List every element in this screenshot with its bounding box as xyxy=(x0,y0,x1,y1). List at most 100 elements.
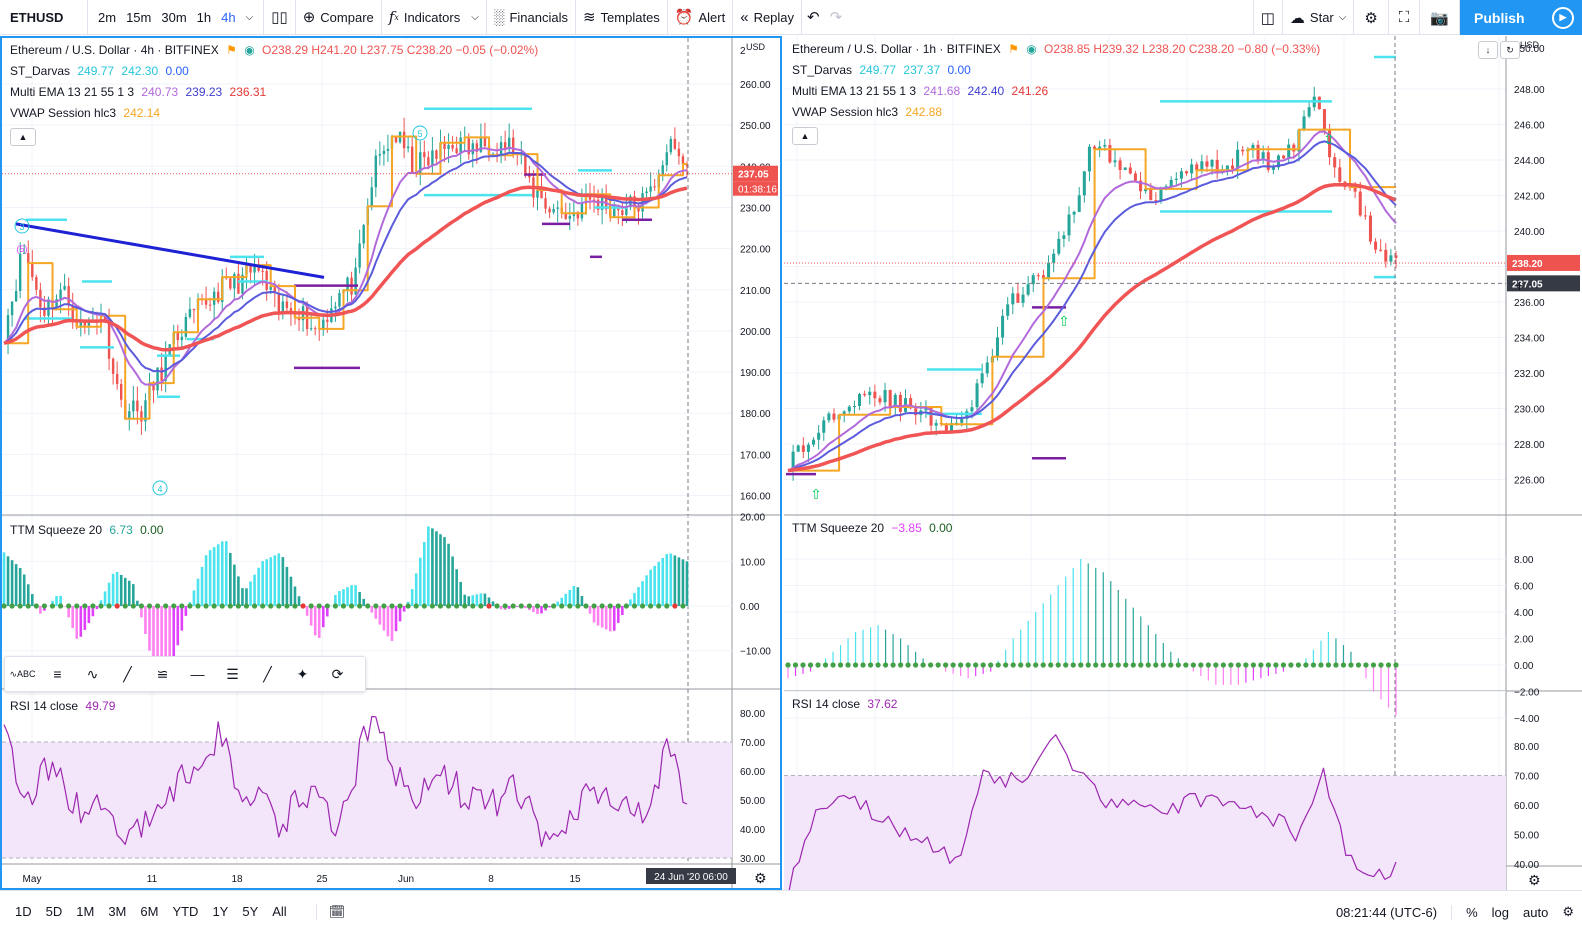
ttm-tick-label: −4.00 xyxy=(1514,714,1540,725)
squeeze-dot xyxy=(1018,662,1024,668)
pattern-icon[interactable]: ✦ xyxy=(296,665,309,682)
right-rsi-legend[interactable]: RSI 14 close 37.62 xyxy=(792,694,901,715)
left-rsi-legend[interactable]: RSI 14 close 49.79 xyxy=(10,696,119,717)
right-vwap-legend[interactable]: VWAP Session hlc3 242.88 xyxy=(792,102,1324,123)
alert-button[interactable]: ⏰ Alert xyxy=(668,0,734,35)
candle-body xyxy=(18,253,22,291)
redo-button[interactable]: ↷ xyxy=(825,0,848,35)
star-button[interactable]: ☁ Star ⌵ xyxy=(1283,0,1355,35)
left-chart[interactable]: 260.00250.00240.00230.00220.00210.00200.… xyxy=(0,36,782,890)
candle-body xyxy=(136,400,139,412)
fib-icon[interactable]: ≌ xyxy=(156,665,169,682)
clock-time[interactable]: 08:21:44 (UTC-6) xyxy=(1335,904,1438,920)
squeeze-dot xyxy=(429,603,435,609)
undo-button[interactable]: ↶ xyxy=(802,0,825,35)
log-toggle[interactable]: log xyxy=(1491,904,1510,920)
price-tick-label: 234.00 xyxy=(1514,334,1545,345)
squeeze-dot xyxy=(800,662,806,668)
right-ttm-legend[interactable]: TTM Squeeze 20 −3.85 0.00 xyxy=(792,518,956,539)
chart-style-button[interactable]: ▯▯ xyxy=(264,0,296,35)
candle-body xyxy=(180,336,184,341)
range-1m[interactable]: 1M xyxy=(76,903,95,919)
wave-icon[interactable]: ∿ xyxy=(86,665,99,682)
candle-body xyxy=(1169,179,1173,187)
range-5d[interactable]: 5D xyxy=(45,903,63,919)
snapshot-button[interactable]: 📷 xyxy=(1420,0,1460,35)
time-tick-label: 8 xyxy=(488,874,494,885)
right-chart-canvas[interactable]: 248.00246.00244.00242.00240.00238.00236.… xyxy=(784,36,1582,890)
elliott-wave-icon[interactable]: ∿ABC xyxy=(9,668,36,679)
flag-icon[interactable]: ⚑ xyxy=(1008,42,1019,56)
candle-body xyxy=(944,424,948,432)
flag-icon[interactable]: ⚑ xyxy=(226,43,237,57)
candle-body xyxy=(1006,304,1010,316)
left-chart-canvas[interactable]: 260.00250.00240.00230.00220.00210.00200.… xyxy=(2,38,780,888)
spiral-icon[interactable]: ⟳ xyxy=(331,665,344,682)
ray-icon[interactable]: ╱ xyxy=(263,665,272,682)
right-darvas-legend[interactable]: ST_Darvas 249.77 237.37 0.00 xyxy=(792,60,1324,81)
fullscreen-button[interactable]: ⛶ xyxy=(1389,0,1421,35)
left-vwap-legend[interactable]: VWAP Session hlc3 242.14 xyxy=(10,103,542,124)
measure-icon[interactable]: ☰ xyxy=(226,665,239,682)
layout-button[interactable]: ◫ xyxy=(1252,0,1283,35)
candle-body xyxy=(475,143,479,152)
ttm-tick-label: −10.00 xyxy=(740,647,771,658)
auto-toggle[interactable]: auto xyxy=(1523,904,1549,920)
scroll-down-icon[interactable]: ↓ xyxy=(1478,41,1498,59)
candle-body xyxy=(103,315,107,320)
interval-30m[interactable]: 30m xyxy=(161,9,187,25)
range-5y[interactable]: 5Y xyxy=(242,903,259,919)
range-1d[interactable]: 1D xyxy=(15,903,32,919)
indicators-button[interactable]: f x Indicators ⌵ xyxy=(382,0,487,35)
interval-1h[interactable]: 1h xyxy=(196,9,212,25)
squeeze-dot xyxy=(1348,662,1354,668)
candle-body xyxy=(1144,188,1148,192)
range-all[interactable]: All xyxy=(272,903,287,919)
candle-body xyxy=(313,328,317,330)
range-1y[interactable]: 1Y xyxy=(212,903,229,919)
ttm-value-1: −3.85 xyxy=(891,521,922,535)
range-ytd[interactable]: YTD xyxy=(172,903,199,919)
financials-button[interactable]: ░ Financials xyxy=(487,0,576,35)
range-3m[interactable]: 3M xyxy=(108,903,127,919)
chevron-down-icon[interactable]: ⌵ xyxy=(245,11,254,23)
left-darvas-legend[interactable]: ST_Darvas 249.77 242.30 0.00 xyxy=(10,61,542,82)
interval-2m[interactable]: 2m xyxy=(98,9,117,25)
candle-body xyxy=(216,291,220,302)
settings-button[interactable]: ⚙ xyxy=(1354,0,1389,35)
interval-4h[interactable]: 4h xyxy=(221,9,236,25)
publish-button[interactable]: Publish ▶ xyxy=(1460,0,1582,35)
parallel-lines-icon[interactable]: ≡ xyxy=(53,666,62,682)
squeeze-dot xyxy=(251,603,258,609)
squeeze-dot xyxy=(106,603,112,609)
squeeze-dot xyxy=(421,603,427,609)
right-ema-legend[interactable]: Multi EMA 13 21 55 1 3 241.68 242.40 241… xyxy=(792,81,1324,102)
candle-body xyxy=(257,266,260,271)
squeeze-dot xyxy=(526,603,532,609)
templates-button[interactable]: ≋ Templates xyxy=(576,0,668,35)
left-ttm-legend[interactable]: TTM Squeeze 20 6.73 0.00 xyxy=(10,520,167,541)
right-chart[interactable]: 248.00246.00244.00242.00240.00238.00236.… xyxy=(784,36,1582,890)
interval-15m[interactable]: 15m xyxy=(126,9,152,25)
collapse-legend-button[interactable]: ▲ xyxy=(10,128,36,146)
horizontal-line-icon[interactable]: — xyxy=(190,666,205,682)
candle-body xyxy=(326,319,329,322)
candle-body xyxy=(6,315,10,344)
squeeze-dot xyxy=(1258,662,1264,668)
play-icon[interactable]: ▶ xyxy=(1552,6,1574,29)
ema-21-line xyxy=(3,151,688,373)
replay-button[interactable]: «Replay xyxy=(733,0,803,35)
sync-icon[interactable]: ↻ xyxy=(1500,41,1520,59)
collapse-legend-button[interactable]: ▲ xyxy=(792,127,818,145)
range-6m[interactable]: 6M xyxy=(140,903,159,919)
settings-icon[interactable]: ⚙ xyxy=(1562,904,1574,919)
candle-body xyxy=(184,316,188,337)
candle-body xyxy=(1103,145,1107,147)
goto-date-icon[interactable]: 🗓 xyxy=(315,903,353,920)
symbol-search[interactable]: ETHUSD xyxy=(0,0,88,35)
compare-button[interactable]: ⊕ Compare xyxy=(296,0,382,35)
left-ema-legend[interactable]: Multi EMA 13 21 55 1 3 240.73 239.23 236… xyxy=(10,82,542,103)
wave-label: 5 xyxy=(417,129,422,139)
percent-toggle[interactable]: % xyxy=(1451,904,1478,920)
trend-line-icon[interactable]: ╱ xyxy=(123,665,132,682)
